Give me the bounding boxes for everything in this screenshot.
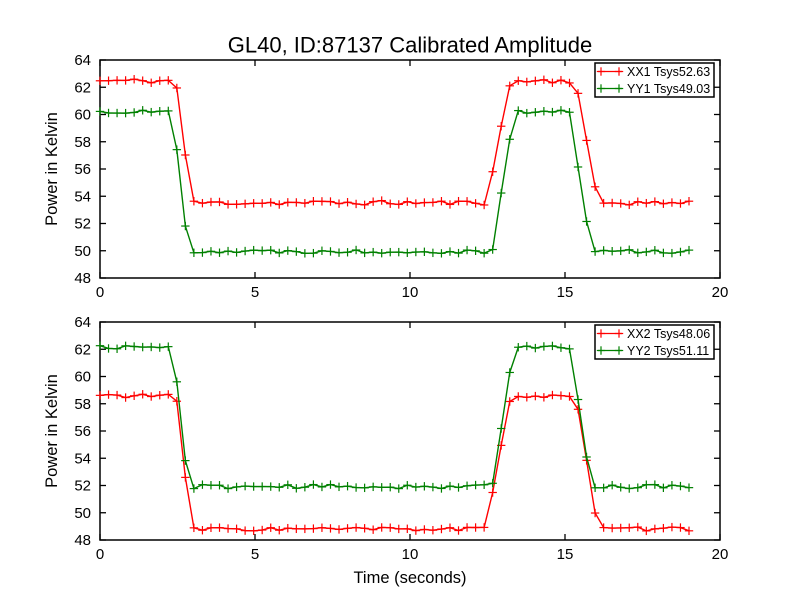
svg-text:15: 15 [557, 284, 574, 301]
svg-text:62: 62 [74, 341, 91, 358]
svg-text:52: 52 [74, 478, 91, 495]
svg-text:5: 5 [251, 284, 259, 301]
svg-text:YY2 Tsys51.11: YY2 Tsys51.11 [627, 344, 709, 358]
svg-text:15: 15 [557, 546, 574, 563]
svg-text:62: 62 [74, 79, 91, 96]
svg-text:58: 58 [74, 396, 91, 413]
svg-text:64: 64 [74, 52, 91, 69]
svg-text:50: 50 [74, 505, 91, 522]
svg-text:52: 52 [74, 216, 91, 233]
svg-text:XX2 Tsys48.06: XX2 Tsys48.06 [627, 327, 710, 341]
svg-text:20: 20 [712, 284, 729, 301]
svg-text:60: 60 [74, 369, 91, 386]
svg-text:56: 56 [74, 423, 91, 440]
svg-text:58: 58 [74, 134, 91, 151]
svg-text:Time (seconds): Time (seconds) [353, 569, 466, 587]
svg-text:GL40, ID:87137 Calibrated Ampl: GL40, ID:87137 Calibrated Amplitude [228, 33, 592, 58]
svg-text:XX1 Tsys52.63: XX1 Tsys52.63 [627, 65, 710, 79]
svg-text:Power in Kelvin: Power in Kelvin [43, 112, 61, 226]
svg-text:54: 54 [74, 188, 91, 205]
svg-text:YY1 Tsys49.03: YY1 Tsys49.03 [627, 82, 710, 96]
svg-text:0: 0 [96, 546, 104, 563]
svg-text:48: 48 [74, 532, 91, 549]
svg-text:48: 48 [74, 270, 91, 287]
svg-text:20: 20 [712, 546, 729, 563]
svg-text:Power in Kelvin: Power in Kelvin [43, 374, 61, 488]
svg-text:54: 54 [74, 450, 91, 467]
svg-text:5: 5 [251, 546, 259, 563]
svg-text:10: 10 [402, 284, 419, 301]
svg-text:0: 0 [96, 284, 104, 301]
svg-text:60: 60 [74, 107, 91, 124]
svg-text:50: 50 [74, 243, 91, 260]
svg-text:64: 64 [74, 314, 91, 331]
svg-text:56: 56 [74, 161, 91, 178]
svg-text:10: 10 [402, 546, 419, 563]
